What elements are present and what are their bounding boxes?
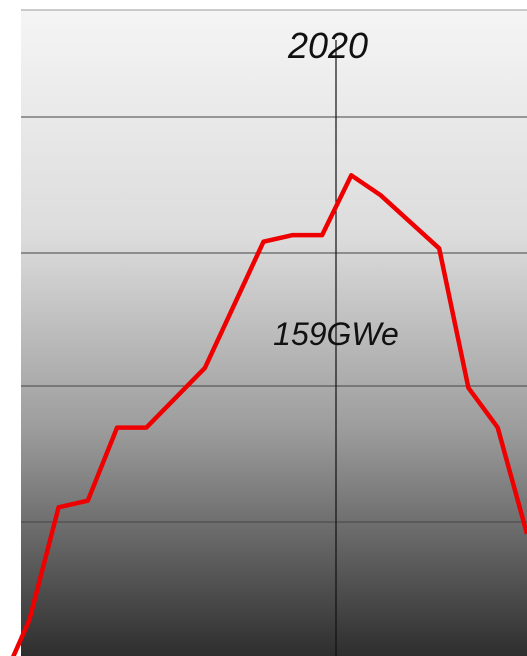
grid: [21, 116, 527, 523]
series-line: [11, 173, 527, 656]
plot-background: [21, 10, 527, 656]
series-value-label: 159GWe: [273, 316, 399, 352]
series-layer: [11, 173, 527, 656]
year-marker-label: 2020: [287, 25, 368, 66]
